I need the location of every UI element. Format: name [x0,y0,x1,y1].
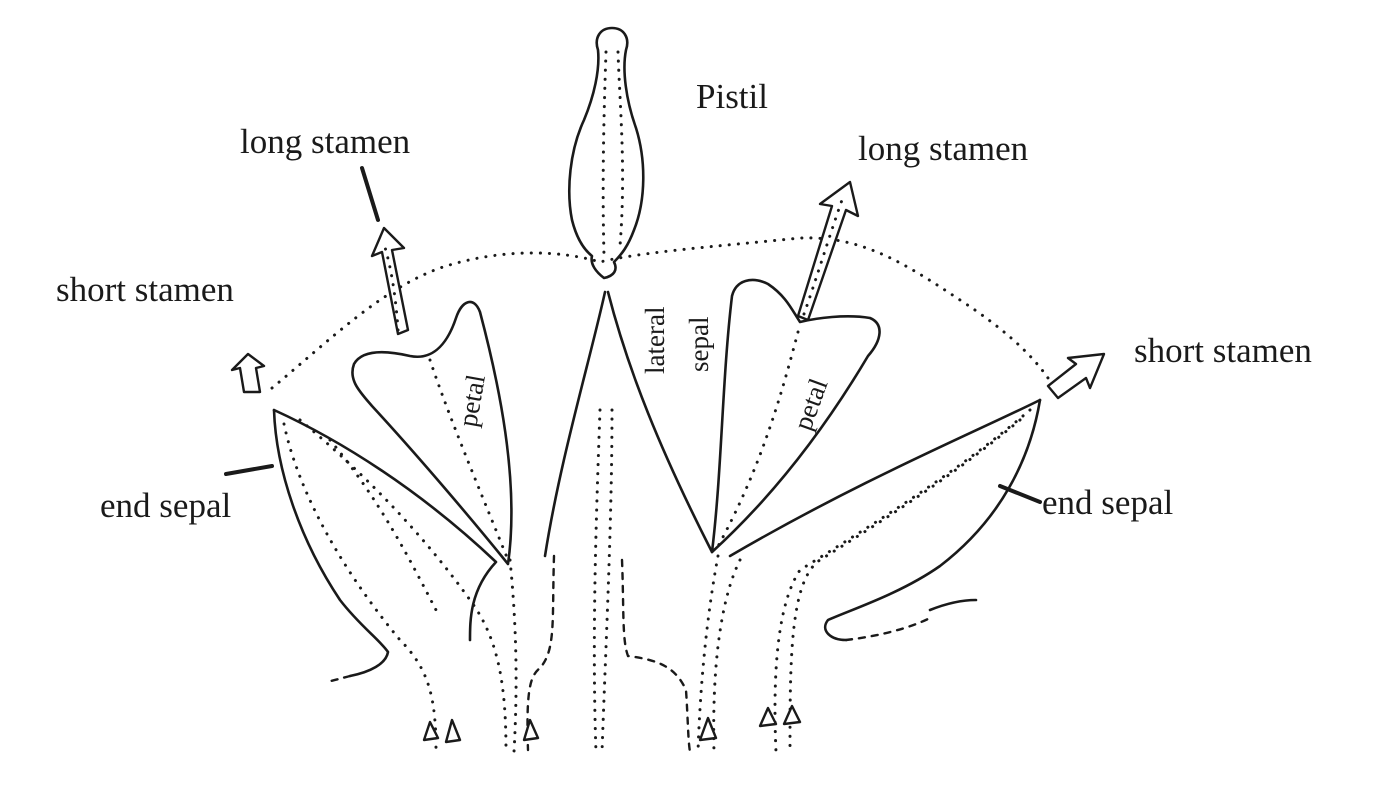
stamen-connection-arc [270,236,1050,390]
short-stamen-left-arrow [230,352,266,394]
base-arrows [422,704,802,744]
long-stamen-left-label: long stamen [240,122,410,161]
petal-left-label: petal [452,372,491,429]
right-petal [696,278,881,754]
pistil [568,26,645,280]
end-sepal-right-label: end sepal [1042,483,1173,522]
lateral-sepal [526,290,714,754]
end-sepal-left-leader [224,464,274,476]
left-end-sepal [272,408,508,754]
end-sepal-left-label: end sepal [100,486,231,525]
long-stamen-right-label: long stamen [858,129,1028,168]
end-sepal-right-leader [998,484,1042,504]
short-stamen-right-arrow [1046,352,1106,400]
pistil-label: Pistil [696,77,768,116]
lateral-sepal-label-line2: sepal [684,317,714,372]
short-stamen-left-label: short stamen [56,270,234,309]
lateral-sepal-label-line1: lateral [640,307,670,374]
short-stamen-right-label: short stamen [1134,331,1312,370]
long-stamen-left-leader [360,166,380,222]
left-petal [351,300,518,754]
long-stamen-left-arrow [370,226,410,336]
petal-right-label: petal [787,374,833,434]
right-end-sepal [712,398,1042,754]
long-stamen-right-arrow [796,180,860,322]
